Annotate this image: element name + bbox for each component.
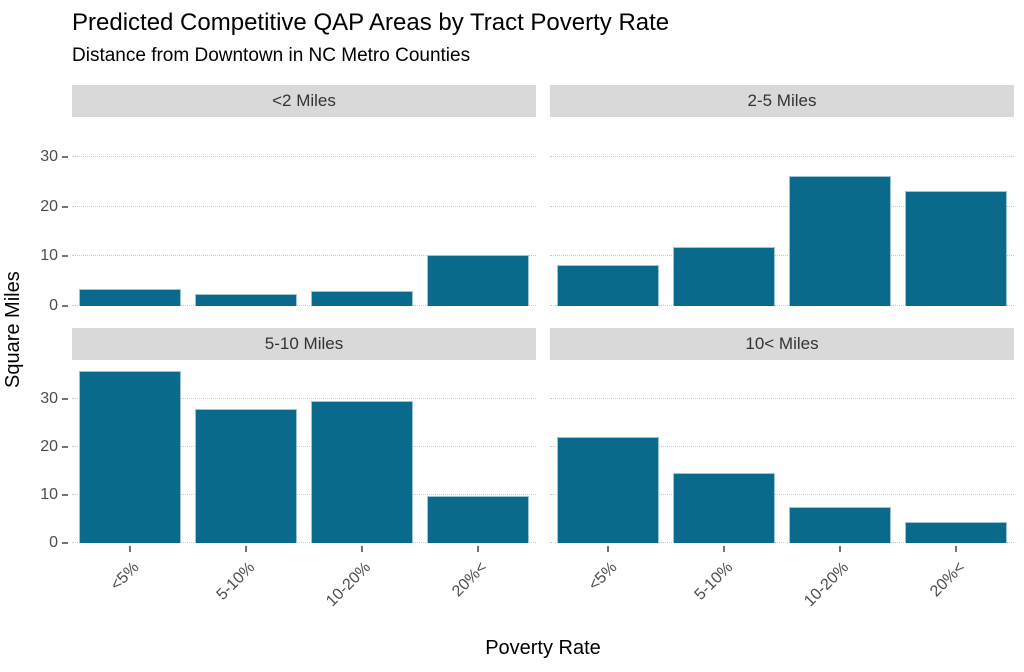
bar (556, 437, 660, 543)
gridline (72, 493, 536, 495)
x-tick-label: 10-20% (800, 559, 853, 611)
x-tick-mark (723, 546, 725, 552)
gridline (72, 255, 536, 257)
y-tick-mark (62, 397, 68, 400)
chart-subtitle: Distance from Downtown in NC Metro Count… (72, 45, 471, 66)
y-axis-title: Square Miles (2, 271, 24, 389)
y-tick-mark (62, 305, 68, 307)
x-tick-label: 20%< (448, 559, 491, 601)
bar (426, 496, 530, 543)
y-tick-label: 0 (49, 297, 58, 314)
chart-title: Predicted Competitive QAP Areas by Tract… (72, 9, 670, 36)
x-tick-mark (839, 546, 841, 552)
x-tick-label: <5% (585, 559, 621, 594)
facet-panel: 0 10 20 30 <5% 5-10% 10-20% 20%< (40, 360, 536, 610)
x-tick-label: 20%< (926, 559, 969, 601)
x-tick-mark (129, 546, 131, 552)
gridline (72, 397, 536, 399)
bar (904, 190, 1008, 306)
x-axis-title: Poverty Rate (485, 637, 601, 659)
y-tick-mark (62, 542, 68, 544)
gridline (550, 155, 1014, 157)
bar-group (72, 360, 536, 543)
x-tick-mark (477, 546, 479, 552)
facet-strip: 10< Miles (550, 328, 1014, 360)
gridline (550, 255, 1014, 257)
gridline (550, 493, 1014, 495)
gridline (72, 542, 536, 543)
gridline (550, 445, 1014, 447)
gridline (550, 205, 1014, 207)
x-tick-mark (955, 546, 957, 552)
x-tick-mark (245, 546, 247, 552)
bar (556, 264, 660, 306)
x-tick-label: 5-10% (691, 559, 737, 604)
facet-panel: 0 10 20 30 (40, 117, 536, 314)
y-tick-label: 10 (40, 485, 58, 503)
bar-group (550, 360, 1014, 543)
y-tick-mark (62, 493, 68, 496)
gridline (550, 542, 1014, 543)
x-tick-mark (361, 546, 363, 552)
y-tick-label: 30 (40, 389, 58, 407)
bar (788, 506, 892, 543)
bar (78, 370, 182, 543)
y-tick-label: 20 (40, 437, 58, 455)
y-tick-label: 0 (49, 534, 58, 551)
x-tick-label: 10-20% (322, 559, 375, 611)
y-tick-label: 30 (40, 147, 58, 165)
x-tick-label: <5% (107, 559, 143, 594)
y-tick-mark (62, 205, 68, 208)
bar-group (550, 117, 1014, 306)
gridline (550, 305, 1014, 306)
x-axis: <5% 5-10% 10-20% 20%< (550, 543, 1014, 629)
gridline (550, 397, 1014, 399)
bar (672, 472, 776, 543)
bar (310, 290, 414, 306)
y-tick-mark (62, 445, 68, 448)
bar (788, 176, 892, 306)
y-tick-label: 10 (40, 247, 58, 265)
bar (194, 409, 298, 543)
bar (310, 400, 414, 543)
y-tick-label: 20 (40, 197, 58, 215)
gridline (72, 305, 536, 306)
bar (904, 522, 1008, 543)
gridline (72, 445, 536, 447)
gridline (72, 205, 536, 207)
facet-panel (550, 117, 1014, 306)
y-tick-mark (62, 155, 68, 158)
facet-panel: <5% 5-10% 10-20% 20%< (550, 360, 1014, 610)
facet-strip: 5-10 Miles (72, 328, 536, 360)
bar-group (72, 117, 536, 306)
bar (194, 293, 298, 306)
x-axis: <5% 5-10% 10-20% 20%< (72, 543, 536, 629)
x-tick-mark (607, 546, 609, 552)
bar (426, 254, 530, 306)
facet-grid: <2 Miles 0 10 20 30 2-5 Miles 5-10 Miles 0 10 20 3… (40, 85, 1014, 610)
facet-strip: <2 Miles (72, 85, 536, 117)
y-tick-mark (62, 255, 68, 258)
x-tick-label: 5-10% (213, 559, 259, 604)
bar (78, 289, 182, 306)
bar (672, 246, 776, 306)
gridline (72, 155, 536, 157)
facet-strip: 2-5 Miles (550, 85, 1014, 117)
